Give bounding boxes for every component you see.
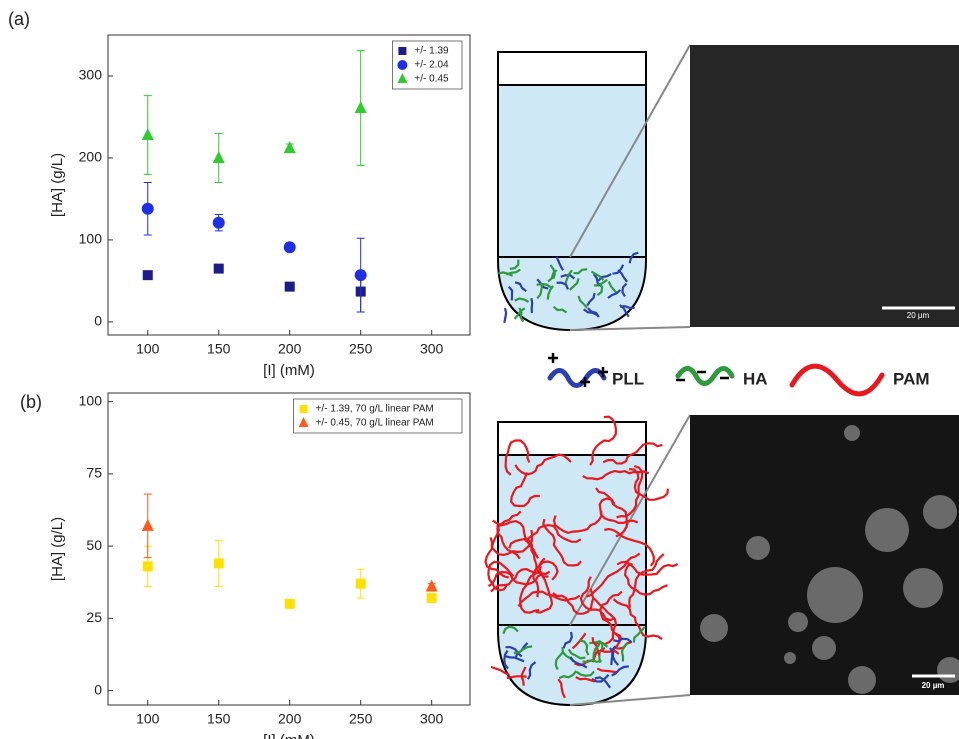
legend-label: HA <box>743 369 768 388</box>
plot-frame <box>108 393 470 705</box>
legend-label: +/- 0.45, 70 g/L linear PAM <box>316 418 434 429</box>
y-axis-label: [HA] (g/L) <box>49 153 66 217</box>
chain <box>531 298 532 313</box>
figure: (a) (b) 20 µm PLL HA PAM <box>0 0 959 739</box>
x-tick-label: 100 <box>136 341 160 357</box>
panel-label: (b) <box>20 392 42 412</box>
y-tick-label: 100 <box>79 392 103 408</box>
micrograph <box>690 45 959 327</box>
marker <box>356 579 366 589</box>
marker <box>284 241 296 253</box>
marker <box>214 558 224 568</box>
y-tick-label: 100 <box>79 231 103 247</box>
x-axis-label: [I] (mM) <box>263 732 315 739</box>
scale-bar-label: 20 µm <box>907 311 930 320</box>
marker <box>397 60 407 70</box>
marker <box>285 282 295 292</box>
x-tick-label: 250 <box>349 711 373 727</box>
legend-label: +/- 0.45 <box>414 74 449 85</box>
x-tick-label: 200 <box>278 341 302 357</box>
y-tick-label: 25 <box>86 609 102 625</box>
marker <box>427 593 437 603</box>
marker <box>143 561 153 571</box>
marker <box>300 405 308 413</box>
marker <box>142 128 154 140</box>
marker <box>284 141 296 153</box>
legend-label: +/- 1.39 <box>414 46 449 57</box>
y-tick-label: 300 <box>79 67 103 83</box>
y-axis-label: [HA] (g/L) <box>49 517 66 581</box>
legend-label: +/- 2.04 <box>414 60 449 71</box>
x-tick-label: 150 <box>207 341 231 357</box>
y-tick-label: 0 <box>94 313 102 329</box>
x-tick-label: 300 <box>420 341 444 357</box>
marker <box>426 580 438 592</box>
marker <box>398 47 406 55</box>
legend-label: PAM <box>893 369 930 388</box>
marker <box>142 203 154 215</box>
y-tick-label: 0 <box>94 681 102 697</box>
x-tick-label: 250 <box>349 341 373 357</box>
y-tick-label: 75 <box>86 465 102 481</box>
marker <box>355 269 367 281</box>
micrograph <box>690 415 959 695</box>
y-tick-label: 50 <box>86 537 102 553</box>
marker <box>213 151 225 163</box>
legend-label: +/- 1.39, 70 g/L linear PAM <box>316 404 434 415</box>
marker <box>285 599 295 609</box>
legend-label: PLL <box>612 369 644 388</box>
tube-top <box>498 45 690 330</box>
x-tick-label: 150 <box>207 711 231 727</box>
marker <box>214 264 224 274</box>
marker <box>355 101 367 113</box>
marker <box>213 217 225 229</box>
x-axis-label: [I] (mM) <box>263 362 315 379</box>
chain <box>504 308 506 323</box>
marker <box>142 519 154 531</box>
panel-label: (a) <box>8 9 30 29</box>
scale-bar-label: 20 µm <box>922 681 945 690</box>
x-tick-label: 100 <box>136 711 160 727</box>
x-tick-label: 200 <box>278 711 302 727</box>
marker <box>143 270 153 280</box>
x-tick-label: 300 <box>420 711 444 727</box>
polymer-legend <box>550 366 882 394</box>
y-tick-label: 200 <box>79 149 103 165</box>
